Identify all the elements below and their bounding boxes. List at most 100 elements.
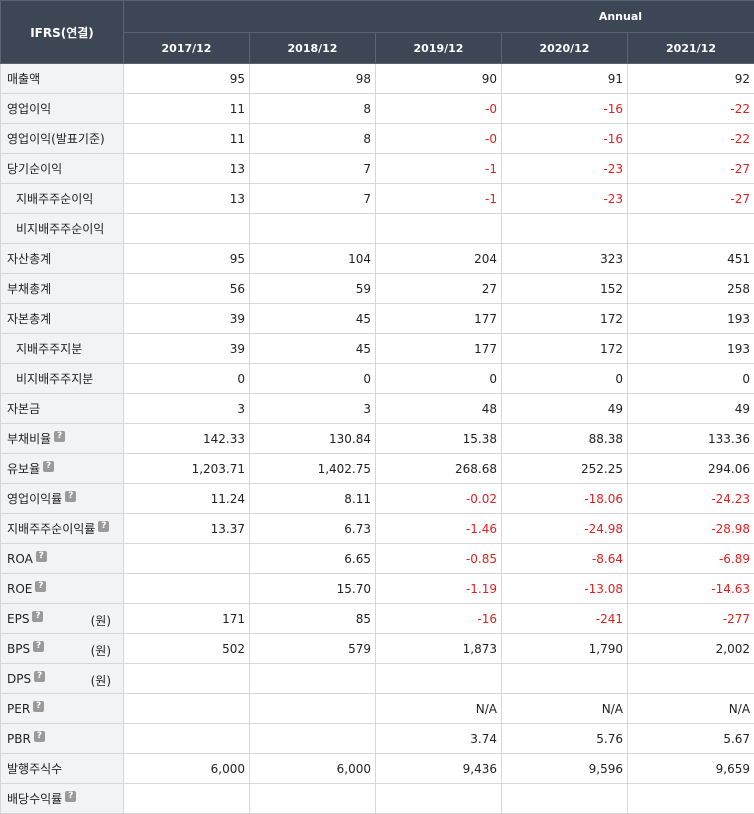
value-cell: 8 [250,124,376,154]
value-cell: 142.33 [124,424,250,454]
value-cell [628,784,754,814]
value-cell: -1 [376,184,502,214]
question-icon[interactable]: ? [36,551,47,562]
value-cell: -241 [502,604,628,634]
value-cell: 0 [124,364,250,394]
value-cell [250,214,376,244]
value-cell: 39 [124,334,250,364]
value-cell: 85 [250,604,376,634]
row-label-cell: 비지배주주지분 [1,364,124,394]
value-cell: 8 [250,94,376,124]
row-label: 영업이익(발표기준) [7,132,105,146]
value-cell: -0 [376,124,502,154]
value-cell: 15.38 [376,424,502,454]
value-cell: 39 [124,304,250,334]
value-cell: 1,873 [376,634,502,664]
value-cell [376,214,502,244]
value-cell: -1.46 [376,514,502,544]
row-label-cell: 발행주식수 [1,754,124,784]
value-cell: 13 [124,154,250,184]
row-label: 당기순이익 [7,162,62,176]
value-cell: 172 [502,304,628,334]
row-label: 부채비율 [7,432,51,446]
value-cell: 252.25 [502,454,628,484]
value-cell: 0 [376,364,502,394]
row-label-cell: EPS? (원) [1,604,124,634]
value-cell: 1,790 [502,634,628,664]
row-label-cell: 지배주주순이익 [1,184,124,214]
question-icon[interactable]: ? [33,641,44,652]
value-cell: -0.85 [376,544,502,574]
value-cell: 502 [124,634,250,664]
row-label: 자산총계 [7,252,51,266]
value-cell [250,664,376,694]
question-icon[interactable]: ? [33,701,44,712]
value-cell: 91 [502,64,628,94]
value-cell: 171 [124,604,250,634]
row-label: 지배주주순이익률 [7,522,95,536]
table-row: 비지배주주순이익 [1,214,754,244]
row-label: PER [7,702,30,716]
value-cell: 0 [502,364,628,394]
value-cell: 9,596 [502,754,628,784]
value-cell: 59 [250,274,376,304]
value-cell: 90 [376,64,502,94]
value-cell: 193 [628,304,754,334]
value-cell: 104 [250,244,376,274]
value-cell [376,784,502,814]
value-cell [124,724,250,754]
row-label: 매출액 [7,72,40,86]
question-icon[interactable]: ? [43,461,54,472]
value-cell [124,574,250,604]
question-icon[interactable]: ? [65,791,76,802]
value-cell: N/A [502,694,628,724]
row-label-cell: 자본총계 [1,304,124,334]
value-cell: 3 [250,394,376,424]
value-cell [502,784,628,814]
question-icon[interactable]: ? [98,521,109,532]
value-cell: -23 [502,184,628,214]
question-icon[interactable]: ? [32,611,43,622]
row-label-cell: 유보율? [1,454,124,484]
value-cell: 130.84 [250,424,376,454]
value-cell: -277 [628,604,754,634]
row-label-cell: 지배주주지분 [1,334,124,364]
value-cell: 13 [124,184,250,214]
value-cell: -14.63 [628,574,754,604]
unit-label: (원) [91,672,111,689]
question-icon[interactable]: ? [34,731,45,742]
value-cell: 6,000 [124,754,250,784]
value-cell [250,784,376,814]
row-label: EPS [7,612,29,626]
value-cell: -28.98 [628,514,754,544]
row-label-cell: PBR? [1,724,124,754]
question-icon[interactable]: ? [65,491,76,502]
question-icon[interactable]: ? [35,581,46,592]
unit-label: (원) [91,612,111,629]
row-label: BPS [7,642,30,656]
value-cell: 95 [124,64,250,94]
row-label: 비지배주주순이익 [16,222,104,236]
annual-group-header: Annual [124,1,754,33]
value-cell: 323 [502,244,628,274]
value-cell: N/A [628,694,754,724]
period-header: 2017/12 [124,33,250,64]
value-cell [250,724,376,754]
period-header: 2020/12 [502,33,628,64]
value-cell: -13.08 [502,574,628,604]
table-row: 배당수익률? [1,784,754,814]
table-header: IFRS(연결) Annual 2017/12 2018/12 2019/12 … [1,1,754,64]
table-row: ROE?15.70-1.19-13.08-14.63 [1,574,754,604]
question-icon[interactable]: ? [54,431,65,442]
table-row: DPS?(원) [1,664,754,694]
value-cell: 95 [124,244,250,274]
question-icon[interactable]: ? [34,671,45,682]
row-label-cell: 영업이익(발표기준) [1,124,124,154]
value-cell: 98 [250,64,376,94]
